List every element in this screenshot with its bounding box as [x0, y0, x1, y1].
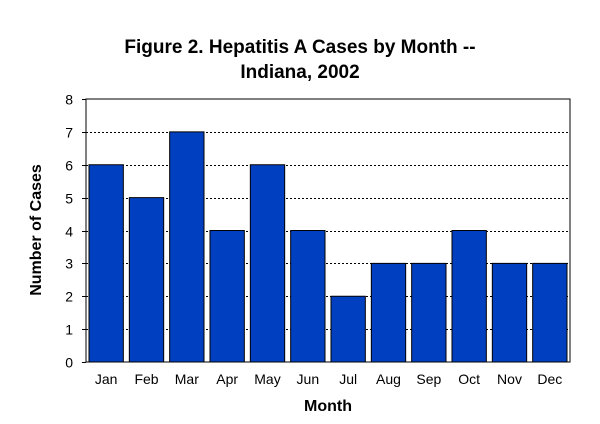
bar-feb [128, 197, 165, 363]
y-tick-label: 5 [65, 191, 73, 207]
bar-jul [330, 295, 366, 363]
x-axis-label: Month [304, 398, 352, 415]
y-tick-label: 2 [65, 289, 73, 305]
x-tick-label: Aug [376, 371, 401, 387]
bar-jun [290, 230, 326, 363]
x-tick-label: Apr [216, 371, 238, 387]
y-tick-label: 3 [65, 256, 73, 272]
y-tick-label: 7 [65, 125, 73, 141]
gridlines [86, 132, 570, 330]
y-axis-ticks: 0 1 2 3 4 5 6 7 8 [65, 92, 86, 371]
x-tick-label: May [254, 371, 280, 387]
y-tick-label: 6 [65, 158, 73, 174]
x-tick-label: Oct [458, 371, 480, 387]
y-tick-label: 4 [65, 224, 73, 240]
bar-oct [451, 230, 487, 363]
bar-sep [411, 262, 447, 363]
bar-may [249, 164, 286, 363]
x-tick-label: Nov [497, 371, 522, 387]
y-tick-label: 1 [65, 322, 73, 338]
x-tick-label: Jan [95, 371, 118, 387]
x-tick-label: Sep [416, 371, 441, 387]
bar-mar [169, 131, 205, 363]
bar-nov [491, 262, 528, 363]
bars [88, 131, 568, 363]
bar-dec [532, 262, 568, 363]
x-tick-label: Jun [297, 371, 320, 387]
plot-area-frame [85, 98, 571, 363]
x-axis-ticks: Jan Feb Mar Apr May Jun Jul Aug Sep Oct Nov Dec [95, 371, 562, 387]
x-tick-label: Feb [134, 371, 158, 387]
bar-apr [209, 230, 245, 363]
x-tick-label: Mar [175, 371, 199, 387]
y-tick-label: 8 [65, 92, 73, 108]
chart-subtitle: Indiana, 2002 [240, 62, 359, 83]
x-tick-label: Dec [537, 371, 562, 387]
x-tick-label: Jul [339, 371, 357, 387]
bar-jan [88, 164, 124, 363]
bar-aug [370, 262, 407, 363]
chart-title: Figure 2. Hepatitis A Cases by Month -- [124, 37, 475, 58]
y-axis-label: Number of Cases [28, 164, 45, 296]
y-tick-label: 0 [65, 355, 73, 371]
